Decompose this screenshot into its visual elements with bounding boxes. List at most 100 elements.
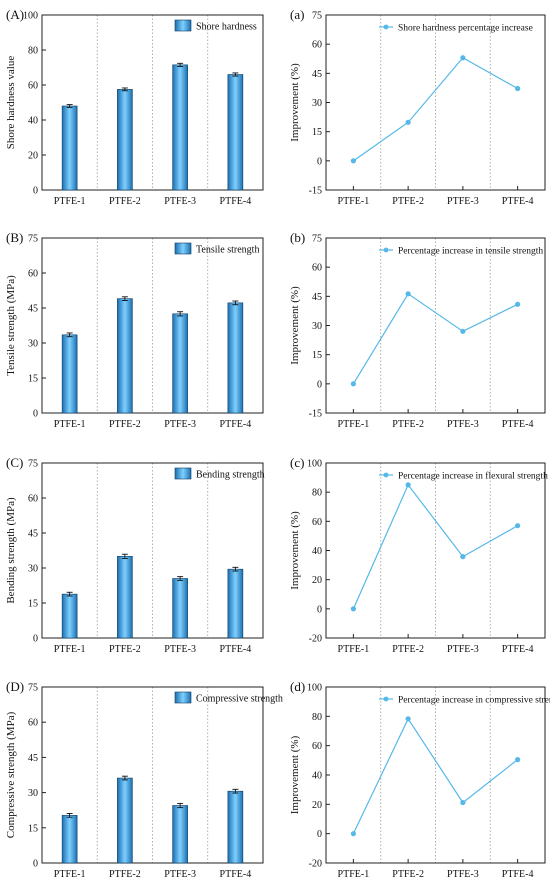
data-point [350,831,356,837]
y-tick-label: 45 [312,292,322,303]
y-axis-label: Improvement (%) [289,735,301,814]
bar [117,777,133,864]
plot-frame [41,237,264,414]
legend-label: Compressive strength [196,694,283,705]
panel-label: (C) [6,455,23,470]
bar [172,578,188,639]
y-tick-label: 0 [317,379,322,390]
y-tick-label: 75 [28,234,38,245]
y-tick-label: 75 [312,11,322,22]
legend-label: Percentage increase in flexural strength [398,471,548,482]
y-tick-label: 75 [28,459,38,470]
y-tick-label: 20 [28,151,38,162]
x-tick-label: PTFE-1 [54,869,86,880]
y-tick-label: 60 [28,718,38,729]
bar [172,64,188,191]
y-tick-label: 40 [312,546,322,557]
y-tick-label: -20 [309,859,322,870]
y-axis-label: Bending strength (MPa) [5,497,17,604]
x-tick-label: PTFE-4 [220,644,252,655]
y-tick-label: 20 [312,575,322,586]
y-tick-label: 60 [312,263,322,274]
y-tick-label: 80 [312,488,322,499]
x-tick-label: PTFE-1 [54,644,86,655]
y-tick-label: 0 [33,186,38,197]
y-tick-label: 0 [33,409,38,420]
x-tick-label: PTFE-4 [502,869,534,880]
bar [172,313,188,414]
x-tick-label: PTFE-4 [502,419,534,430]
chart-panel-2: -15 0 15 30 45 60 75 PTFE-1 PTFE-2 PTFE-3 PTFE-4 Im… [289,7,546,207]
panel-label: (B) [6,230,23,245]
series-line [352,483,518,610]
data-point [515,523,521,529]
data-point [515,757,521,763]
data-point [460,55,466,61]
data-point [460,328,466,334]
bar [227,74,244,191]
panel-label: (b) [290,230,305,245]
chart-panel-5: 0 15 30 45 60 75 PTFE-1 PTFE-2 PTFE-3 PTFE-4 Bendi… [5,455,265,655]
legend-label: Tensile strength [196,245,259,256]
y-axis-label: Improvement (%) [289,286,301,365]
data-point [405,119,411,125]
data-point [515,85,521,92]
legend-label: Shore hardness [196,22,257,33]
x-tick-label: PTFE-2 [109,869,141,880]
bar [227,302,244,414]
y-tick-label: 45 [28,529,38,540]
x-tick-label: PTFE-1 [54,196,86,207]
x-tick-label: PTFE-2 [392,419,424,430]
plot-frame [41,14,264,191]
data-point [405,716,411,722]
y-tick-label: -20 [309,634,322,645]
y-tick-label: 0 [317,156,322,167]
y-tick-label: 100 [23,11,38,22]
panel-label: (A) [6,7,24,22]
y-tick-label: 0 [33,859,38,870]
y-axis-label: Tensile strength (MPa) [5,275,17,376]
legend-label: Percentage increase in compressive stren… [398,696,550,706]
x-tick-label: PTFE-3 [164,869,196,880]
y-axis-label: Improvement (%) [289,63,301,142]
legend-swatch [174,19,192,32]
y-tick-label: 15 [312,350,322,361]
y-axis-label: Compressive strength (MPa) [5,711,17,838]
y-tick-label: 45 [28,753,38,764]
legend-swatch [174,467,192,480]
chart-panel-3: 0 15 30 45 60 75 PTFE-1 PTFE-2 PTFE-3 PTFE-4 Tensi… [5,230,264,430]
y-tick-label: 40 [28,116,38,127]
x-tick-label: PTFE-2 [109,644,141,655]
bar [61,593,78,639]
x-tick-label: PTFE-3 [447,869,479,880]
series-line [352,292,518,385]
chart-panel-1: 0 20 40 60 80 100 PTFE-1 PTFE-2 PTFE-3 PTFE-4 Shor… [5,7,264,207]
data-point [405,291,411,297]
bar [61,105,78,191]
x-tick-label: PTFE-2 [392,869,424,880]
x-tick-label: PTFE-4 [502,644,534,655]
bar [227,790,244,864]
y-tick-label: 0 [317,829,322,840]
x-tick-label: PTFE-4 [220,869,252,880]
legend-marker [383,247,389,253]
bar [172,805,188,864]
y-tick-label: 15 [28,823,38,834]
legend-label: Percentage increase in tensile strength [398,247,543,257]
y-tick-label: 30 [312,98,322,109]
y-tick-label: 80 [28,46,38,57]
y-tick-label: 40 [312,771,322,782]
y-tick-label: 30 [28,339,38,350]
legend-marker [383,696,389,702]
y-tick-label: 15 [28,374,38,385]
data-point [350,158,356,164]
x-tick-label: PTFE-4 [220,419,252,430]
x-tick-label: PTFE-3 [164,419,196,430]
legend-label: Bending strength [196,470,265,481]
panel-label: (a) [290,7,304,22]
y-tick-label: 30 [312,321,322,332]
x-tick-label: PTFE-1 [338,644,370,655]
x-tick-label: PTFE-2 [392,196,424,207]
data-point [460,554,466,560]
x-tick-label: PTFE-1 [338,869,370,880]
